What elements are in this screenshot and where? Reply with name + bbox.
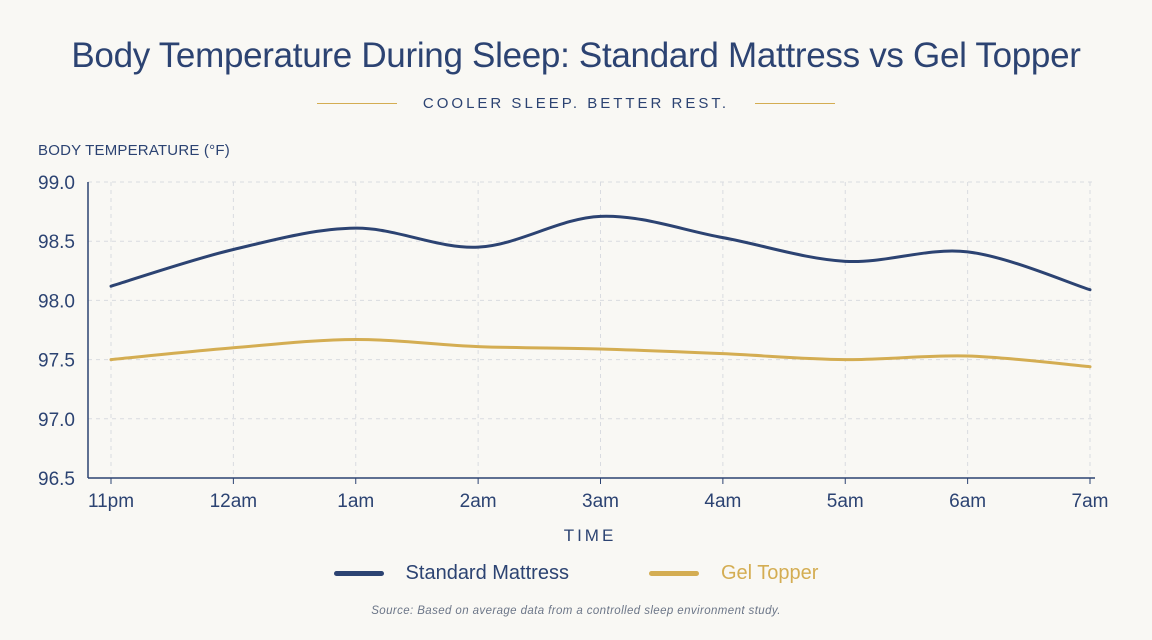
legend-label-standard: Standard Mattress xyxy=(405,562,569,584)
legend-swatch-standard xyxy=(333,571,384,576)
legend-item-standard[interactable]: Standard Mattress xyxy=(333,562,569,585)
chart-legend: Standard Mattress Gel Topper xyxy=(0,562,1152,585)
legend-label-gel: Gel Topper xyxy=(720,562,819,584)
chart-grid xyxy=(88,181,1095,478)
x-tick-label: 3am xyxy=(582,491,619,512)
chart-title: Body Temperature During Sleep: Standard … xyxy=(71,36,1081,75)
x-tick-label: 12am xyxy=(210,491,258,512)
source-note: Source: Based on average data from a con… xyxy=(371,605,781,617)
y-tick-label: 97.0 xyxy=(38,410,75,431)
subtitle-left-rule xyxy=(316,102,397,105)
legend-swatch-gel xyxy=(648,571,699,576)
subtitle-row: COOLER SLEEP. BETTER REST. xyxy=(0,95,1152,112)
y-tick-label: 97.5 xyxy=(38,351,75,372)
x-tick-label: 1am xyxy=(337,491,374,512)
chart-axes xyxy=(87,182,1095,484)
y-tick-label: 98.0 xyxy=(38,291,75,312)
subtitle-right-rule xyxy=(755,102,836,105)
x-tick-label: 11pm xyxy=(88,491,134,512)
y-tick-labels: 96.5 97.0 97.5 98.0 98.5 99.0 xyxy=(38,173,75,490)
legend-item-gel[interactable]: Gel Topper xyxy=(648,562,819,585)
x-axis-label: TIME xyxy=(564,526,617,545)
y-axis-label: BODY TEMPERATURE (°F) xyxy=(38,142,230,159)
x-tick-label: 2am xyxy=(460,491,497,512)
x-tick-label: 5am xyxy=(827,491,864,512)
y-tick-label: 99.0 xyxy=(38,173,75,194)
x-tick-labels: 11pm 12am 1am 2am 3am 4am 5am 6am 7am xyxy=(88,491,1109,512)
y-tick-label: 98.5 xyxy=(38,232,75,253)
series-line-standard xyxy=(109,214,1092,292)
series-lines xyxy=(109,214,1092,369)
y-tick-label: 96.5 xyxy=(38,469,75,490)
series-line-gel xyxy=(109,337,1092,369)
chart-subtitle: COOLER SLEEP. BETTER REST. xyxy=(422,95,730,112)
x-tick-label: 4am xyxy=(704,491,741,512)
x-tick-label: 6am xyxy=(949,491,986,512)
x-tick-label: 7am xyxy=(1072,491,1109,512)
